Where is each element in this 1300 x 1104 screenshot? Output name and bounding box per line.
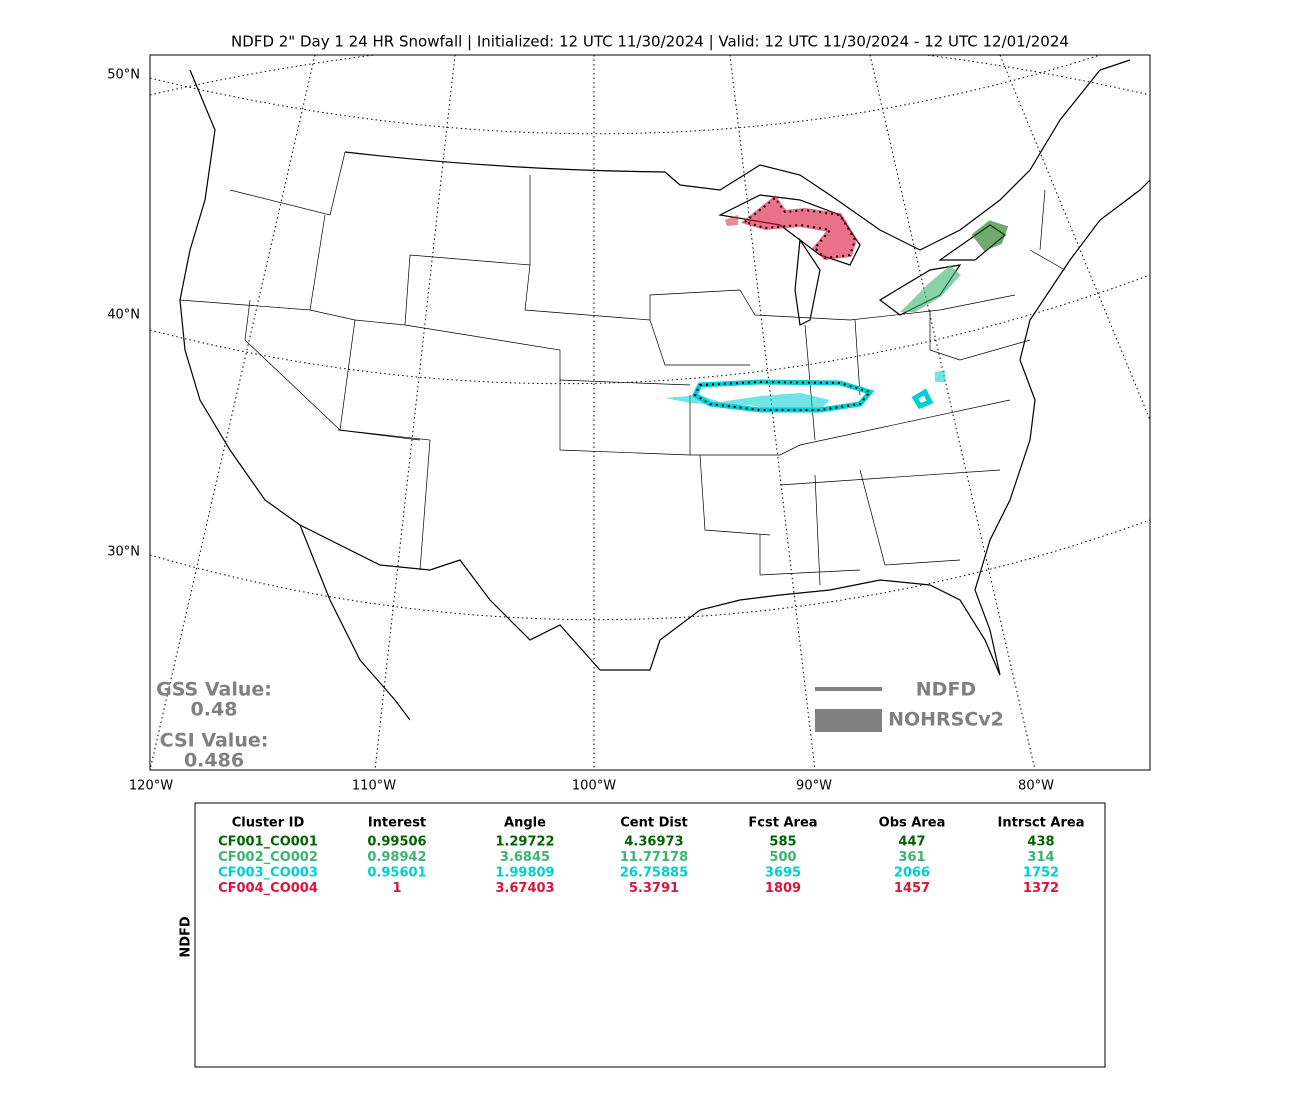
table-header: Cent Dist	[620, 816, 688, 831]
score-label: CSI Value:	[160, 730, 269, 752]
map-frame	[149, 54, 1151, 771]
lon-label: 80°W	[1018, 779, 1054, 794]
table-cell: 314	[1027, 850, 1054, 865]
fcst-cluster-dots	[742, 196, 857, 260]
obs-cluster	[665, 393, 830, 412]
graticule	[869, 55, 1036, 770]
table-cell: 0.95601	[367, 866, 426, 881]
lon-label: 120°W	[129, 779, 173, 794]
table: Cluster ID Interest Angle Cent Dist Fcst Are…	[218, 816, 1084, 897]
table-cell: 2066	[894, 866, 930, 881]
table-cell: 26.75885	[620, 866, 688, 881]
table-cell: 3.67403	[495, 881, 554, 896]
graticule	[374, 55, 456, 770]
lon-label: 110°W	[352, 779, 396, 794]
table-header: Angle	[504, 816, 546, 831]
table-cell: CF002_CO002	[218, 850, 318, 865]
table-header: Fcst Area	[748, 816, 817, 831]
table-cell: 5.3791	[629, 881, 679, 896]
table-side-label: NDFD	[179, 916, 194, 958]
legend-label: NDFD	[916, 679, 976, 701]
table-cell: 438	[1027, 835, 1054, 850]
obs-cluster	[935, 370, 945, 382]
lat-label: 30°N	[107, 545, 140, 560]
fcst-cluster	[740, 195, 858, 261]
legend-label: NOHRSCv2	[888, 709, 1004, 731]
graticule	[999, 55, 1150, 421]
great-lakes	[718, 194, 1007, 326]
table-cell: 3695	[765, 866, 801, 881]
table-cell: 1457	[894, 881, 930, 896]
graticule	[150, 274, 1150, 385]
obs-cluster	[725, 215, 738, 226]
fcst-cluster	[900, 265, 961, 312]
border	[344, 59, 1131, 251]
table-cell: 1372	[1023, 881, 1059, 896]
title: NDFD 2" Day 1 24 HR Snowfall | Initializ…	[231, 33, 1069, 51]
table-cell: 447	[898, 835, 925, 850]
table-cell: 1809	[765, 881, 801, 896]
fcst-cluster	[691, 379, 934, 413]
table-cell: 1.29722	[495, 835, 554, 850]
table-cell: CF004_CO004	[218, 881, 318, 896]
table-cell: 361	[898, 850, 925, 865]
table-cell: CF001_CO001	[218, 835, 318, 850]
table-header: Intrsct Area	[998, 816, 1085, 831]
table-header: Cluster ID	[232, 816, 305, 831]
graticule	[150, 55, 316, 770]
table-cell: 1.99809	[495, 866, 554, 881]
table-cell: 4.36973	[624, 835, 683, 850]
lat-label: 50°N	[107, 68, 140, 83]
graticule	[150, 55, 1150, 96]
table-cell: 0.98942	[367, 850, 426, 865]
table-cell: 585	[769, 835, 796, 850]
map	[150, 55, 1150, 770]
table-cell: 3.6845	[500, 850, 550, 865]
lat-label: 40°N	[107, 308, 140, 323]
graticule	[150, 519, 1150, 621]
legend-patch	[815, 709, 882, 732]
coastline	[179, 69, 1150, 721]
score-value: 0.486	[184, 750, 244, 772]
table-cell: 1752	[1023, 866, 1059, 881]
lon-label: 100°W	[572, 779, 616, 794]
table-cell: 11.77178	[620, 850, 688, 865]
table-header: Obs Area	[879, 816, 946, 831]
table-header: Interest	[368, 816, 426, 831]
table-cell: 1	[392, 881, 401, 896]
table-cell: 0.99506	[367, 835, 426, 850]
fcst-cluster	[971, 220, 1009, 252]
table-cell: 500	[769, 850, 796, 865]
table-cell: CF003_CO003	[218, 866, 318, 881]
lon-label: 90°W	[796, 779, 832, 794]
state-lines	[179, 151, 1066, 586]
table-frame	[194, 802, 1106, 1068]
score-label: GSS Value:	[156, 679, 272, 701]
score-value: 0.48	[191, 699, 238, 721]
